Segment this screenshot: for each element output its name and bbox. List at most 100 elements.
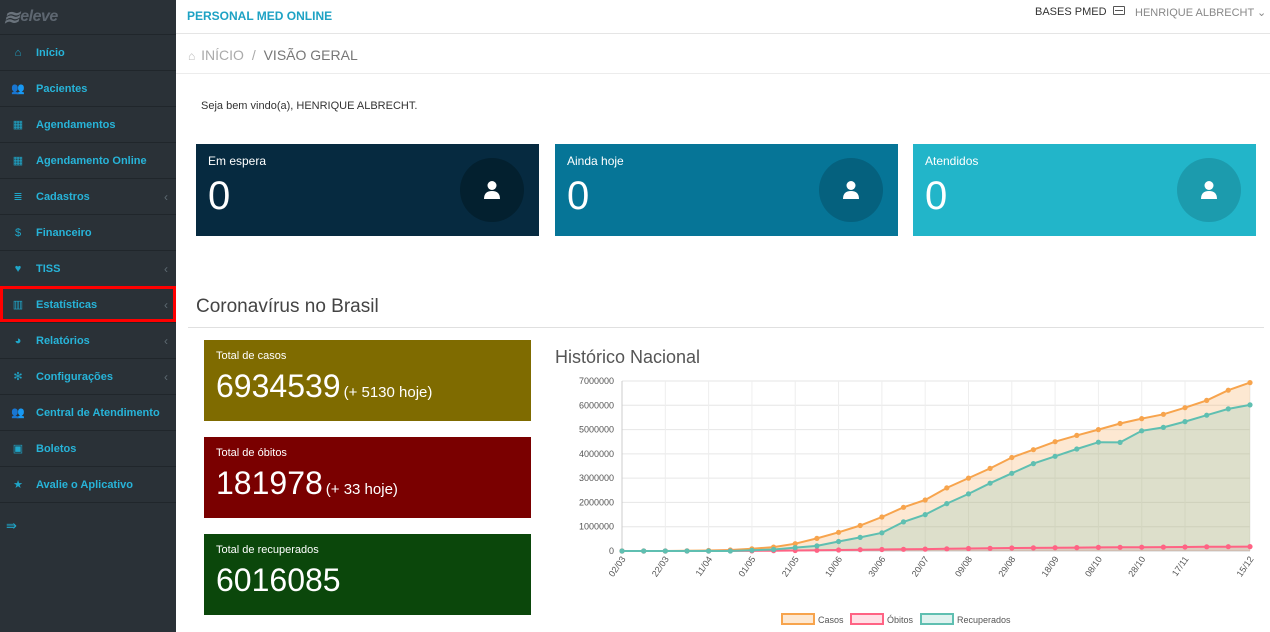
data-point-recuperados [727,548,733,554]
sidebar-item-pacientes[interactable]: 👥 Pacientes [0,70,176,106]
data-point-recuperados [900,519,907,525]
data-point-casos [965,475,972,481]
data-point-recuperados [1204,412,1210,418]
sidebar-item-label: Boletos [36,442,77,455]
sidebar-item-label: TISS [36,262,61,275]
data-point-casos [1247,380,1253,386]
sidebar-item-tiss[interactable]: ♥ TISS ‹ [0,250,176,286]
tile-value: 0 [925,174,948,218]
data-point-casos [1030,447,1036,453]
total-recovered-box: Total de recuperados 6016085 [204,534,531,615]
sidebar-item-configuracoes[interactable]: ✻ Configurações ‹ [0,358,176,394]
data-point-recuperados [749,547,755,553]
data-point-obitos [814,547,820,553]
sidebar-item-financeiro[interactable]: $ Financeiro [0,214,176,250]
sidebar-toggle-button[interactable]: ⇛ [0,502,176,548]
sidebar-item-agendamentos[interactable]: ▦ Agendamentos [0,106,176,142]
data-point-casos [1052,439,1058,445]
heartbeat-icon: ♥ [14,262,22,275]
x-tick-label: 17/11 [1170,554,1191,578]
tile-value: 0 [208,174,231,218]
data-point-obitos [1182,544,1188,550]
national-history-chart: 0 1000000 2000000 3000000 4000000 5000000 6000… [579,376,1256,625]
app-title[interactable]: PERSONAL MED ONLINE [187,9,333,23]
home-icon: ⌂ [188,49,196,63]
data-point-casos [1009,454,1015,461]
data-point-recuperados [641,548,647,554]
breadcrumb-home[interactable]: INÍCIO [201,47,244,63]
tile-label: Em espera [208,154,267,168]
y-tick-label: 0 [609,546,614,556]
data-point-casos [792,541,798,547]
data-point-obitos [857,547,863,553]
data-point-recuperados [771,546,777,553]
user-icon [1177,158,1241,222]
series-area-casos [622,382,1250,551]
data-point-recuperados [1117,439,1123,445]
x-tick-label: 11/04 [694,554,715,578]
user-menu[interactable]: HENRIQUE ALBRECHT ⌄ [1135,7,1267,19]
sidebar-item-central-de-atendimento[interactable]: 👥 Central de Atendimento [0,394,176,430]
x-tick-label: 22/03 [650,554,671,578]
home-icon: ⌂ [14,46,22,59]
sidebar-item-cadastros[interactable]: ≣ Cadastros ‹ [0,178,176,214]
today-tile: Ainda hoje 0 [555,144,898,236]
sidebar-item-label: Central de Atendimento [36,406,160,419]
tile-label: Atendidos [925,154,979,168]
waiting-tile: Em espera 0 [196,144,539,236]
data-point-obitos [1247,544,1253,550]
data-point-obitos [944,546,950,552]
data-point-recuperados [1009,470,1015,476]
topbar: PERSONAL MED ONLINE BASES PMED HENRIQUE … [176,0,1270,34]
data-point-casos [944,485,950,491]
data-point-obitos [987,545,993,551]
logo[interactable]: ≋ eleve [0,0,176,34]
sidebar-item-label: Avalie o Aplicativo [36,478,133,491]
y-tick-label: 4000000 [579,449,614,459]
x-tick-label: 08/10 [1083,554,1104,578]
data-point-casos [1074,432,1080,438]
x-tick-label: 09/08 [953,554,974,578]
data-point-casos [1182,405,1188,411]
calendar-icon: ▦ [12,119,24,131]
x-tick-label: 28/10 [1126,554,1147,578]
sidebar-item-boletos[interactable]: ▣ Boletos [0,430,176,466]
chevron-left-icon: ‹ [164,189,168,204]
data-point-obitos [1009,545,1015,551]
chart-title: Histórico Nacional [555,347,701,367]
data-point-recuperados [1052,453,1058,459]
data-point-recuperados [814,543,820,549]
sidebar-item-avalie-o-aplicativo[interactable]: ★ Avalie o Aplicativo [0,466,176,502]
sidebar-item-inicio[interactable]: ⌂ Início [0,34,176,70]
x-tick-label: 30/06 [866,554,887,578]
y-tick-label: 6000000 [579,400,614,410]
list-icon: ≣ [13,191,23,203]
sidebar-item-estatisticas[interactable]: ▥ Estatísticas ‹ [0,286,176,322]
x-tick-label: 15/12 [1235,554,1256,578]
data-point-obitos [1204,544,1210,550]
users-icon: 👥 [11,83,25,95]
recovered-value-row: 6016085 [216,562,341,599]
data-point-obitos [1030,545,1036,551]
data-point-recuperados [857,534,863,540]
deaths-value: 181978 [216,465,323,501]
x-tick-label: 29/08 [996,554,1017,578]
chevron-left-icon: ‹ [164,369,168,384]
data-point-casos [1139,416,1145,422]
data-point-obitos [1225,544,1231,550]
attended-tile: Atendidos 0 [913,144,1256,236]
data-point-recuperados [792,545,798,551]
data-point-casos [900,504,907,510]
data-point-casos [987,465,993,471]
data-point-obitos [836,547,842,553]
sidebar-item-agendamento-online[interactable]: ▦ Agendamento Online [0,142,176,178]
sidebar-item-relatorios[interactable]: ◕ Relatórios ‹ [0,322,176,358]
data-point-obitos [879,546,885,553]
data-point-obitos [1074,545,1080,551]
sidebar-item-label: Configurações [36,370,114,383]
sidebar-item-label: Estatísticas [36,298,98,311]
bases-selector[interactable]: BASES PMED [1035,6,1107,18]
sidebar-item-label: Cadastros [36,190,90,203]
breadcrumb: ⌂ INÍCIO / VISÃO GERAL [188,47,358,63]
divider [176,73,1270,74]
